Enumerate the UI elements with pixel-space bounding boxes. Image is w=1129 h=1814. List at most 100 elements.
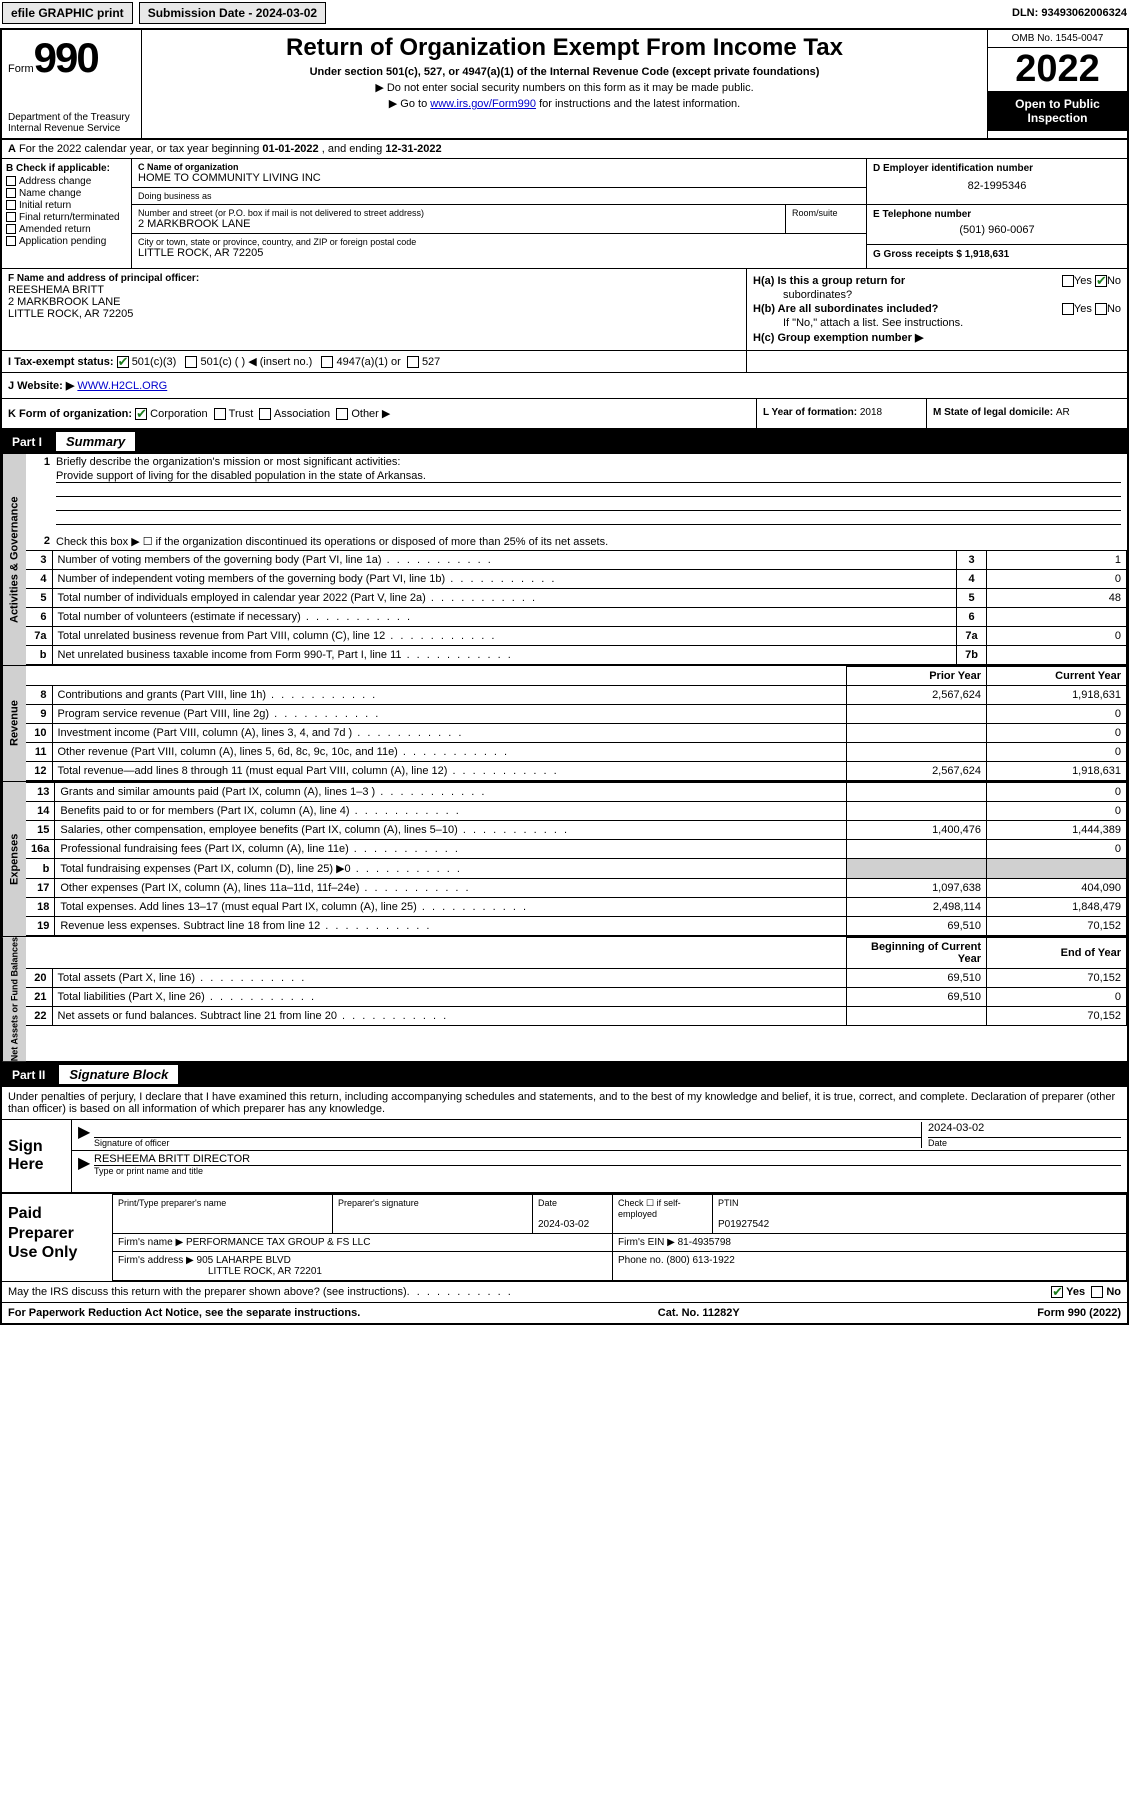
website-link[interactable]: WWW.H2CL.ORG — [77, 380, 167, 392]
gross-value: 1,918,631 — [965, 249, 1010, 260]
phone-label: E Telephone number — [873, 209, 1121, 220]
officer-name: REESHEMA BRITT — [8, 284, 740, 296]
footer-bottom: For Paperwork Reduction Act Notice, see … — [2, 1303, 1127, 1323]
note-ssn: ▶ Do not enter social security numbers o… — [150, 81, 979, 94]
form-ref: Form 990 (2022) — [1037, 1307, 1121, 1319]
chk-501c3[interactable] — [117, 356, 129, 368]
ein-label: D Employer identification number — [873, 163, 1121, 174]
city-label: City or town, state or province, country… — [138, 237, 860, 247]
efile-box[interactable]: efile GRAPHIC print — [2, 2, 133, 24]
submission-label: Submission Date - — [148, 6, 256, 20]
form-header: Form 990 Department of the Treasury Inte… — [2, 30, 1127, 140]
ha-yes[interactable] — [1062, 275, 1074, 287]
header-left: Form 990 Department of the Treasury Inte… — [2, 30, 142, 138]
vtab-revenue: Revenue — [2, 666, 26, 781]
ein-value: 82-1995346 — [873, 180, 1121, 192]
governance-table: 3Number of voting members of the governi… — [26, 550, 1127, 665]
section-f-h: F Name and address of principal officer:… — [2, 269, 1127, 351]
summary-line: 18Total expenses. Add lines 13–17 (must … — [26, 898, 1127, 917]
row-j: J Website: ▶ WWW.H2CL.ORG — [2, 373, 1127, 399]
form-number: 990 — [34, 34, 98, 82]
form-title: Return of Organization Exempt From Incom… — [150, 34, 979, 62]
row-klm: K Form of organization: Corporation Trus… — [2, 399, 1127, 430]
row-i: I Tax-exempt status: 501(c)(3) 501(c) ( … — [2, 351, 1127, 373]
summary-line: 12Total revenue—add lines 8 through 11 (… — [26, 762, 1127, 781]
header-right: OMB No. 1545-0047 2022 Open to Public In… — [987, 30, 1127, 138]
summary-line: 14Benefits paid to or for members (Part … — [26, 802, 1127, 821]
chk-name-change[interactable]: Name change — [6, 188, 127, 199]
chk-address-change[interactable]: Address change — [6, 176, 127, 187]
section-b-to-g: B Check if applicable: Address change Na… — [2, 159, 1127, 269]
col-m: M State of legal domicile: AR — [927, 399, 1127, 428]
form-word: Form — [8, 63, 34, 75]
chk-other[interactable] — [336, 408, 348, 420]
gross-label: G Gross receipts $ — [873, 249, 965, 260]
sig-intro: Under penalties of perjury, I declare th… — [2, 1087, 1127, 1120]
summary-line: 19Revenue less expenses. Subtract line 1… — [26, 917, 1127, 936]
netassets-section: Net Assets or Fund Balances Beginning of… — [2, 937, 1127, 1063]
summary-line: 22Net assets or fund balances. Subtract … — [26, 1007, 1127, 1026]
col-f: F Name and address of principal officer:… — [2, 269, 747, 350]
form-990: Form 990 Department of the Treasury Inte… — [0, 28, 1129, 1325]
chk-initial-return[interactable]: Initial return — [6, 200, 127, 211]
inspection-badge: Open to Public Inspection — [988, 91, 1127, 131]
submission-box[interactable]: Submission Date - 2024-03-02 — [139, 2, 326, 24]
col-l: L Year of formation: 2018 — [757, 399, 927, 428]
summary-line: 3Number of voting members of the governi… — [26, 551, 1127, 570]
chk-527[interactable] — [407, 356, 419, 368]
city-value: LITTLE ROCK, AR 72205 — [138, 247, 860, 259]
officer-addr2: LITTLE ROCK, AR 72205 — [8, 308, 740, 320]
summary-line: 8Contributions and grants (Part VIII, li… — [26, 686, 1127, 705]
expenses-section: Expenses 13Grants and similar amounts pa… — [2, 782, 1127, 937]
expenses-table: 13Grants and similar amounts paid (Part … — [26, 782, 1127, 936]
summary-line: 5Total number of individuals employed in… — [26, 589, 1127, 608]
summary-line: 16aProfessional fundraising fees (Part I… — [26, 840, 1127, 859]
ha-no[interactable] — [1095, 275, 1107, 287]
irs-link[interactable]: www.irs.gov/Form990 — [430, 98, 536, 110]
dln: DLN: 93493062006324 — [1012, 7, 1127, 19]
header-center: Return of Organization Exempt From Incom… — [142, 30, 987, 138]
chk-corp[interactable] — [135, 408, 147, 420]
chk-app-pending[interactable]: Application pending — [6, 236, 127, 247]
summary-line: 11Other revenue (Part VIII, column (A), … — [26, 743, 1127, 762]
chk-trust[interactable] — [214, 408, 226, 420]
chk-501c[interactable] — [185, 356, 197, 368]
room-label: Room/suite — [792, 208, 860, 218]
col-b-header: B Check if applicable: — [6, 163, 127, 174]
summary-line: 7aTotal unrelated business revenue from … — [26, 627, 1127, 646]
chk-amended[interactable]: Amended return — [6, 224, 127, 235]
sig-date-label: Date — [928, 1138, 1121, 1148]
sig-name-title: RESHEEMA BRITT DIRECTOR — [94, 1153, 1121, 1166]
tax-year: 2022 — [988, 48, 1127, 91]
discuss-no[interactable] — [1091, 1286, 1103, 1298]
summary-line: 13Grants and similar amounts paid (Part … — [26, 783, 1127, 802]
sign-here-block: Sign Here ▶ Signature of officer 2024-03… — [2, 1120, 1127, 1194]
vtab-expenses: Expenses — [2, 782, 26, 936]
col-b: B Check if applicable: Address change Na… — [2, 159, 132, 268]
discuss-yes[interactable] — [1051, 1286, 1063, 1298]
row-a: A For the 2022 calendar year, or tax yea… — [2, 140, 1127, 159]
paid-preparer-block: Paid Preparer Use Only Print/Type prepar… — [2, 1194, 1127, 1282]
col-c: C Name of organization HOME TO COMMUNITY… — [132, 159, 1127, 268]
chk-final-return[interactable]: Final return/terminated — [6, 212, 127, 223]
street-label: Number and street (or P.O. box if mail i… — [138, 208, 779, 218]
sign-here-label: Sign Here — [2, 1120, 72, 1192]
part1-header: Part I Summary — [2, 430, 1127, 454]
irs: Internal Revenue Service — [8, 123, 135, 134]
paid-preparer-label: Paid Preparer Use Only — [2, 1194, 112, 1281]
governance-section: Activities & Governance 1Briefly describ… — [2, 454, 1127, 666]
dept: Department of the Treasury — [8, 112, 135, 123]
org-name-label: C Name of organization — [138, 162, 860, 172]
chk-assoc[interactable] — [259, 408, 271, 420]
omb: OMB No. 1545-0047 — [988, 30, 1127, 48]
summary-line: 17Other expenses (Part IX, column (A), l… — [26, 879, 1127, 898]
summary-line: 21Total liabilities (Part X, line 26)69,… — [26, 988, 1127, 1007]
cat-no: Cat. No. 11282Y — [658, 1307, 740, 1319]
submission-date: 2024-03-02 — [256, 6, 317, 20]
hb-yes[interactable] — [1062, 303, 1074, 315]
discuss-row: May the IRS discuss this return with the… — [2, 1282, 1127, 1303]
officer-label: F Name and address of principal officer: — [8, 273, 740, 284]
summary-line: 9Program service revenue (Part VIII, lin… — [26, 705, 1127, 724]
hb-no[interactable] — [1095, 303, 1107, 315]
chk-4947[interactable] — [321, 356, 333, 368]
